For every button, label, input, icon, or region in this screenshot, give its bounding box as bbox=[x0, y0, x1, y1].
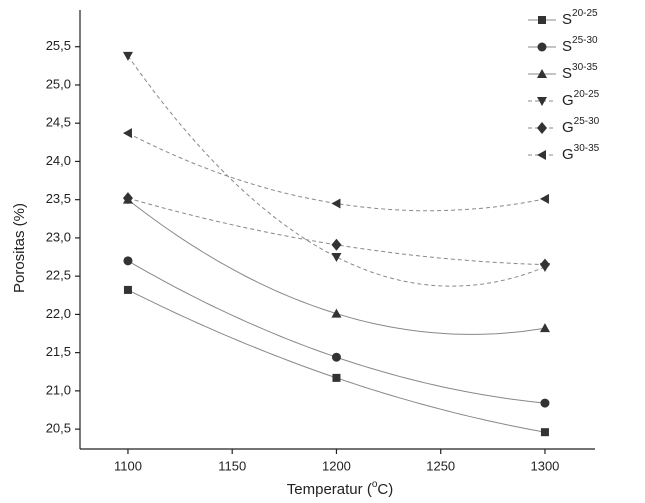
y-tick-label: 20,5 bbox=[46, 421, 71, 436]
marker bbox=[540, 398, 550, 408]
marker bbox=[537, 150, 546, 160]
y-tick-label: 25,0 bbox=[46, 76, 71, 91]
marker bbox=[539, 193, 549, 204]
marker bbox=[537, 42, 547, 52]
x-axis-title: Temperatur (oC) bbox=[287, 479, 393, 498]
fit-curve bbox=[127, 132, 546, 212]
marker bbox=[122, 51, 133, 61]
legend-label: S25-30 bbox=[562, 35, 598, 55]
y-tick-label: 22,0 bbox=[46, 306, 71, 321]
x-tick-label: 1150 bbox=[218, 458, 246, 473]
fit-curve bbox=[127, 55, 546, 287]
y-axis-title: Porositas (%) bbox=[11, 203, 28, 293]
marker bbox=[539, 323, 550, 333]
y-tick-label: 22,5 bbox=[46, 268, 71, 283]
legend-label: G20-25 bbox=[562, 89, 600, 109]
x-tick-label: 1300 bbox=[530, 458, 559, 473]
x-tick-label: 1200 bbox=[322, 458, 351, 473]
legend-label: G25-30 bbox=[562, 116, 600, 136]
y-tick-label: 23,5 bbox=[46, 191, 71, 206]
marker bbox=[537, 69, 547, 78]
y-tick-label: 24,5 bbox=[46, 115, 71, 130]
marker bbox=[537, 122, 547, 134]
legend-label: G30-35 bbox=[562, 143, 600, 163]
marker bbox=[332, 373, 341, 382]
marker bbox=[331, 253, 342, 263]
marker bbox=[122, 128, 132, 139]
marker bbox=[540, 428, 549, 437]
marker bbox=[538, 16, 546, 24]
marker bbox=[122, 192, 133, 205]
x-tick-label: 1250 bbox=[426, 458, 455, 473]
marker bbox=[331, 308, 342, 318]
marker bbox=[123, 285, 132, 294]
y-tick-label: 25,5 bbox=[46, 38, 71, 53]
y-tick-label: 23,0 bbox=[46, 229, 71, 244]
marker bbox=[537, 97, 547, 106]
legend-label: S20-25 bbox=[562, 8, 598, 28]
marker bbox=[331, 238, 342, 251]
x-tick-label: 1100 bbox=[114, 458, 142, 473]
y-tick-label: 21,5 bbox=[46, 344, 71, 359]
marker bbox=[331, 352, 341, 362]
marker bbox=[123, 256, 133, 266]
y-tick-label: 21,0 bbox=[46, 382, 71, 397]
legend-label: S30-35 bbox=[562, 62, 598, 82]
marker bbox=[539, 258, 550, 271]
y-tick-label: 24,0 bbox=[46, 153, 71, 168]
marker bbox=[331, 198, 341, 209]
